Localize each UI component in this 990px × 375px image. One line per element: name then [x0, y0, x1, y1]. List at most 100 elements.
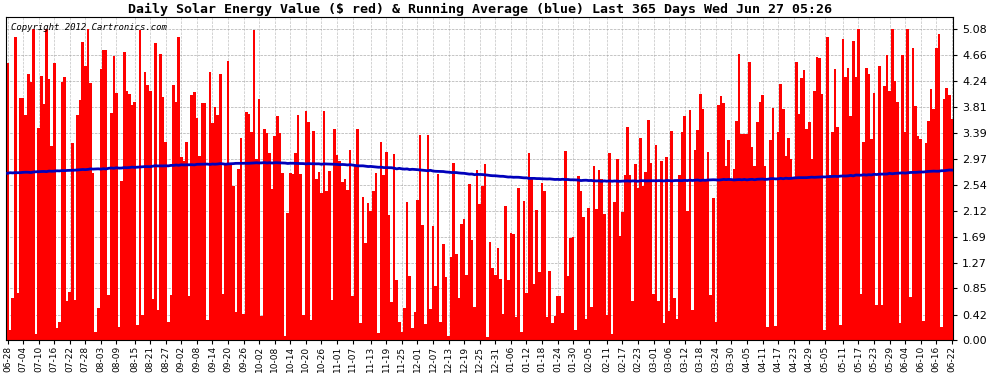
Bar: [541, 183, 544, 340]
Bar: [380, 141, 382, 340]
Bar: [395, 280, 398, 340]
Bar: [694, 150, 696, 340]
Bar: [232, 186, 235, 340]
Bar: [795, 62, 798, 340]
Bar: [84, 66, 87, 341]
Bar: [904, 132, 907, 340]
Bar: [528, 153, 531, 340]
Bar: [593, 166, 595, 340]
Bar: [720, 96, 723, 340]
Bar: [582, 217, 585, 340]
Bar: [616, 159, 619, 340]
Bar: [771, 108, 774, 340]
Bar: [268, 153, 271, 340]
Bar: [647, 120, 649, 340]
Bar: [579, 191, 582, 340]
Bar: [606, 315, 608, 340]
Bar: [286, 213, 289, 340]
Bar: [281, 173, 284, 340]
Bar: [844, 77, 846, 340]
Bar: [188, 296, 190, 340]
Bar: [590, 307, 593, 340]
Bar: [126, 91, 128, 340]
Bar: [832, 132, 834, 340]
Bar: [147, 85, 148, 340]
Bar: [707, 152, 709, 340]
Bar: [854, 77, 857, 340]
Bar: [382, 175, 385, 340]
Bar: [43, 104, 46, 340]
Bar: [569, 237, 572, 340]
Bar: [515, 317, 518, 340]
Bar: [66, 300, 68, 340]
Bar: [572, 237, 574, 340]
Bar: [422, 225, 424, 340]
Bar: [131, 105, 134, 340]
Bar: [144, 72, 147, 340]
Bar: [60, 82, 63, 340]
Bar: [574, 330, 577, 340]
Bar: [758, 102, 761, 340]
Bar: [733, 169, 736, 340]
Bar: [320, 193, 323, 340]
Bar: [657, 301, 660, 340]
Bar: [92, 173, 94, 340]
Bar: [878, 66, 880, 341]
Bar: [175, 102, 177, 340]
Bar: [292, 174, 294, 340]
Bar: [922, 321, 925, 340]
Bar: [619, 236, 621, 340]
Bar: [30, 82, 32, 340]
Bar: [784, 156, 787, 340]
Bar: [899, 323, 901, 340]
Bar: [476, 170, 478, 340]
Bar: [564, 151, 566, 340]
Bar: [548, 272, 551, 340]
Bar: [699, 94, 702, 340]
Bar: [819, 58, 821, 340]
Bar: [862, 142, 865, 340]
Bar: [164, 142, 167, 340]
Bar: [764, 166, 766, 340]
Bar: [945, 88, 948, 340]
Bar: [915, 106, 917, 340]
Bar: [172, 85, 175, 340]
Bar: [52, 63, 55, 340]
Bar: [443, 244, 445, 340]
Bar: [894, 81, 896, 340]
Bar: [649, 164, 652, 340]
Bar: [369, 211, 372, 340]
Bar: [624, 175, 627, 340]
Bar: [803, 70, 805, 340]
Bar: [162, 97, 164, 340]
Bar: [169, 295, 172, 340]
Bar: [411, 328, 414, 340]
Bar: [427, 135, 429, 340]
Bar: [284, 336, 286, 340]
Bar: [128, 94, 131, 340]
Bar: [248, 114, 250, 340]
Bar: [435, 286, 437, 340]
Bar: [821, 93, 824, 340]
Bar: [938, 34, 940, 340]
Bar: [100, 69, 102, 341]
Bar: [950, 119, 953, 340]
Bar: [840, 325, 842, 340]
Bar: [50, 146, 52, 340]
Bar: [318, 172, 320, 340]
Bar: [681, 132, 683, 340]
Bar: [359, 322, 361, 340]
Bar: [123, 53, 126, 340]
Bar: [105, 50, 107, 340]
Bar: [22, 98, 25, 340]
Bar: [79, 100, 81, 340]
Bar: [185, 142, 188, 340]
Bar: [437, 174, 440, 340]
Bar: [673, 298, 675, 340]
Bar: [424, 324, 427, 340]
Bar: [273, 135, 276, 340]
Bar: [76, 116, 79, 340]
Bar: [250, 132, 252, 340]
Bar: [336, 155, 339, 340]
Bar: [614, 202, 616, 340]
